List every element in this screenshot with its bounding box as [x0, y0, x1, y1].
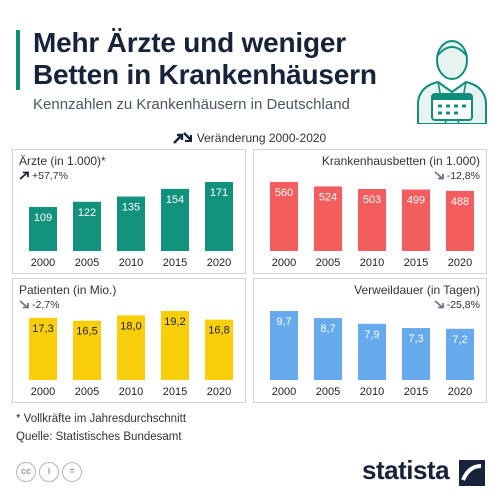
- bar-2000: [29, 207, 57, 251]
- x-tick-label: 2020: [448, 257, 472, 269]
- bar-2010: [358, 189, 386, 251]
- legend-label: Veränderung 2000-2020: [196, 131, 327, 145]
- bar-2000: [270, 311, 298, 380]
- x-tick-label: 2010: [119, 257, 143, 269]
- statista-logo-icon: [459, 460, 485, 486]
- chart-panel-patienten: 17,3 2000 16,5 2005 18,0 2010 19,2 2015 16,8 2020…: [12, 278, 246, 403]
- change-value: -25,8%: [446, 299, 480, 311]
- title-accent-bar: [16, 30, 20, 90]
- x-tick-label: 2005: [75, 386, 99, 398]
- bar-2005: [314, 186, 342, 251]
- change-value: -12,8%: [446, 170, 480, 182]
- bar-value-label: 7,2: [452, 334, 467, 346]
- x-tick-label: 2005: [316, 386, 340, 398]
- bar-value-label: 488: [451, 196, 469, 208]
- bar-chart: 17,3 2000 16,5 2005 18,0 2010 19,2 2015 16,8 2020: [29, 311, 233, 398]
- change-indicator: -2,7%: [19, 299, 59, 311]
- by-icon: i: [39, 462, 59, 482]
- trend-arrow-icon: [434, 170, 447, 182]
- x-tick-label: 2020: [207, 257, 231, 269]
- chart-panel-aerzte: 109 2000 122 2005 135 2010 154 2015 171 2020 Ärzt…: [12, 149, 246, 274]
- page-title: Mehr Ärzte und weniger Betten in Kranken…: [33, 27, 377, 90]
- bar-value-label: 503: [363, 194, 381, 206]
- x-tick-label: 2000: [272, 386, 296, 398]
- x-tick-label: 2005: [316, 257, 340, 269]
- trend-arrow-icon: [19, 299, 32, 311]
- x-tick-label: 2005: [75, 257, 99, 269]
- change-indicator: -25,8%: [434, 299, 480, 311]
- nd-icon: =: [62, 462, 82, 482]
- x-tick-label: 2000: [31, 386, 55, 398]
- x-tick-label: 2000: [272, 257, 296, 269]
- bar-chart: 9,7 2000 8,7 2005 7,9 2010 7,3 2015 7,2 2020: [270, 311, 474, 398]
- bar-2020: [446, 190, 474, 251]
- x-tick-label: 2015: [404, 257, 428, 269]
- bar-value-label: 7,3: [408, 333, 423, 345]
- bar-value-label: 499: [407, 195, 425, 207]
- change-indicator: +57,7%: [19, 170, 68, 182]
- x-tick-label: 2020: [448, 386, 472, 398]
- bar-2015: [161, 311, 189, 380]
- change-indicator: -12,8%: [434, 170, 480, 182]
- trend-arrow-icon: [19, 170, 32, 182]
- bar-chart: 109 2000 122 2005 135 2010 154 2015 171 2020: [29, 182, 233, 269]
- bar-value-label: 16,8: [208, 325, 229, 337]
- x-tick-label: 2015: [163, 386, 187, 398]
- bar-value-label: 122: [78, 207, 96, 219]
- bar-2010: [117, 315, 145, 380]
- panel-title: Ärzte (in 1.000)*: [19, 154, 106, 168]
- chart-legend: Veränderung 2000-2020: [0, 131, 499, 145]
- trend-arrow-icon: [172, 132, 192, 144]
- panel-title: Krankenhausbetten (in 1.000): [321, 154, 480, 168]
- bar-2005: [73, 201, 101, 251]
- bar-2020: [446, 328, 474, 380]
- bar-value-label: 8,7: [320, 323, 335, 335]
- bar-chart: 560 2000 524 2005 503 2010 499 2015 488 2020: [270, 182, 474, 269]
- x-tick-label: 2010: [360, 386, 384, 398]
- bar-value-label: 171: [210, 187, 228, 199]
- doctor-icon: [417, 40, 487, 124]
- bar-2015: [161, 188, 189, 251]
- change-value: -2,7%: [32, 299, 60, 311]
- x-tick-label: 2020: [207, 386, 231, 398]
- bar-2020: [205, 319, 233, 380]
- cc-icon: cc: [16, 462, 36, 482]
- page-subtitle: Kennzahlen zu Krankenhäusern in Deutschl…: [33, 96, 350, 113]
- bar-2000: [270, 182, 298, 251]
- bar-2010: [358, 323, 386, 380]
- bar-2010: [117, 196, 145, 251]
- bar-value-label: 7,9: [364, 329, 379, 341]
- bar-value-label: 154: [166, 194, 184, 206]
- statista-logo[interactable]: statista: [362, 455, 450, 485]
- panel-title: Patienten (in Mio.): [19, 283, 117, 297]
- footnote: * Vollkräfte im Jahresdurchschnitt: [16, 413, 187, 425]
- x-tick-label: 2010: [360, 257, 384, 269]
- change-value: +57,7%: [32, 170, 68, 182]
- bar-2005: [314, 318, 342, 380]
- panel-title: Verweildauer (in Tagen): [354, 283, 480, 297]
- chart-panel-verweildauer: 9,7 2000 8,7 2005 7,9 2010 7,3 2015 7,2 2020 Verw…: [253, 278, 487, 403]
- x-tick-label: 2015: [404, 386, 428, 398]
- source-note: Quelle: Statistisches Bundesamt: [16, 431, 182, 443]
- bar-value-label: 9,7: [276, 316, 291, 328]
- bar-value-label: 109: [34, 212, 52, 224]
- x-tick-label: 2015: [163, 257, 187, 269]
- trend-arrow-icon: [434, 299, 447, 311]
- bar-2015: [402, 189, 430, 251]
- bar-value-label: 17,3: [32, 323, 53, 335]
- bar-2000: [29, 317, 57, 380]
- license-icons: cc i =: [16, 461, 85, 483]
- x-tick-label: 2010: [119, 386, 143, 398]
- x-tick-label: 2000: [31, 257, 55, 269]
- bar-value-label: 19,2: [164, 316, 185, 328]
- bar-value-label: 135: [122, 202, 140, 214]
- bar-value-label: 18,0: [120, 320, 141, 332]
- bar-2015: [402, 328, 430, 380]
- chart-panel-krankenhausbetten: 560 2000 524 2005 503 2010 499 2015 488 2020 Kran…: [253, 149, 487, 274]
- bar-value-label: 16,5: [76, 326, 97, 338]
- bar-value-label: 524: [319, 191, 337, 203]
- bar-2005: [73, 320, 101, 380]
- bar-2020: [205, 182, 233, 251]
- bar-value-label: 560: [275, 187, 293, 199]
